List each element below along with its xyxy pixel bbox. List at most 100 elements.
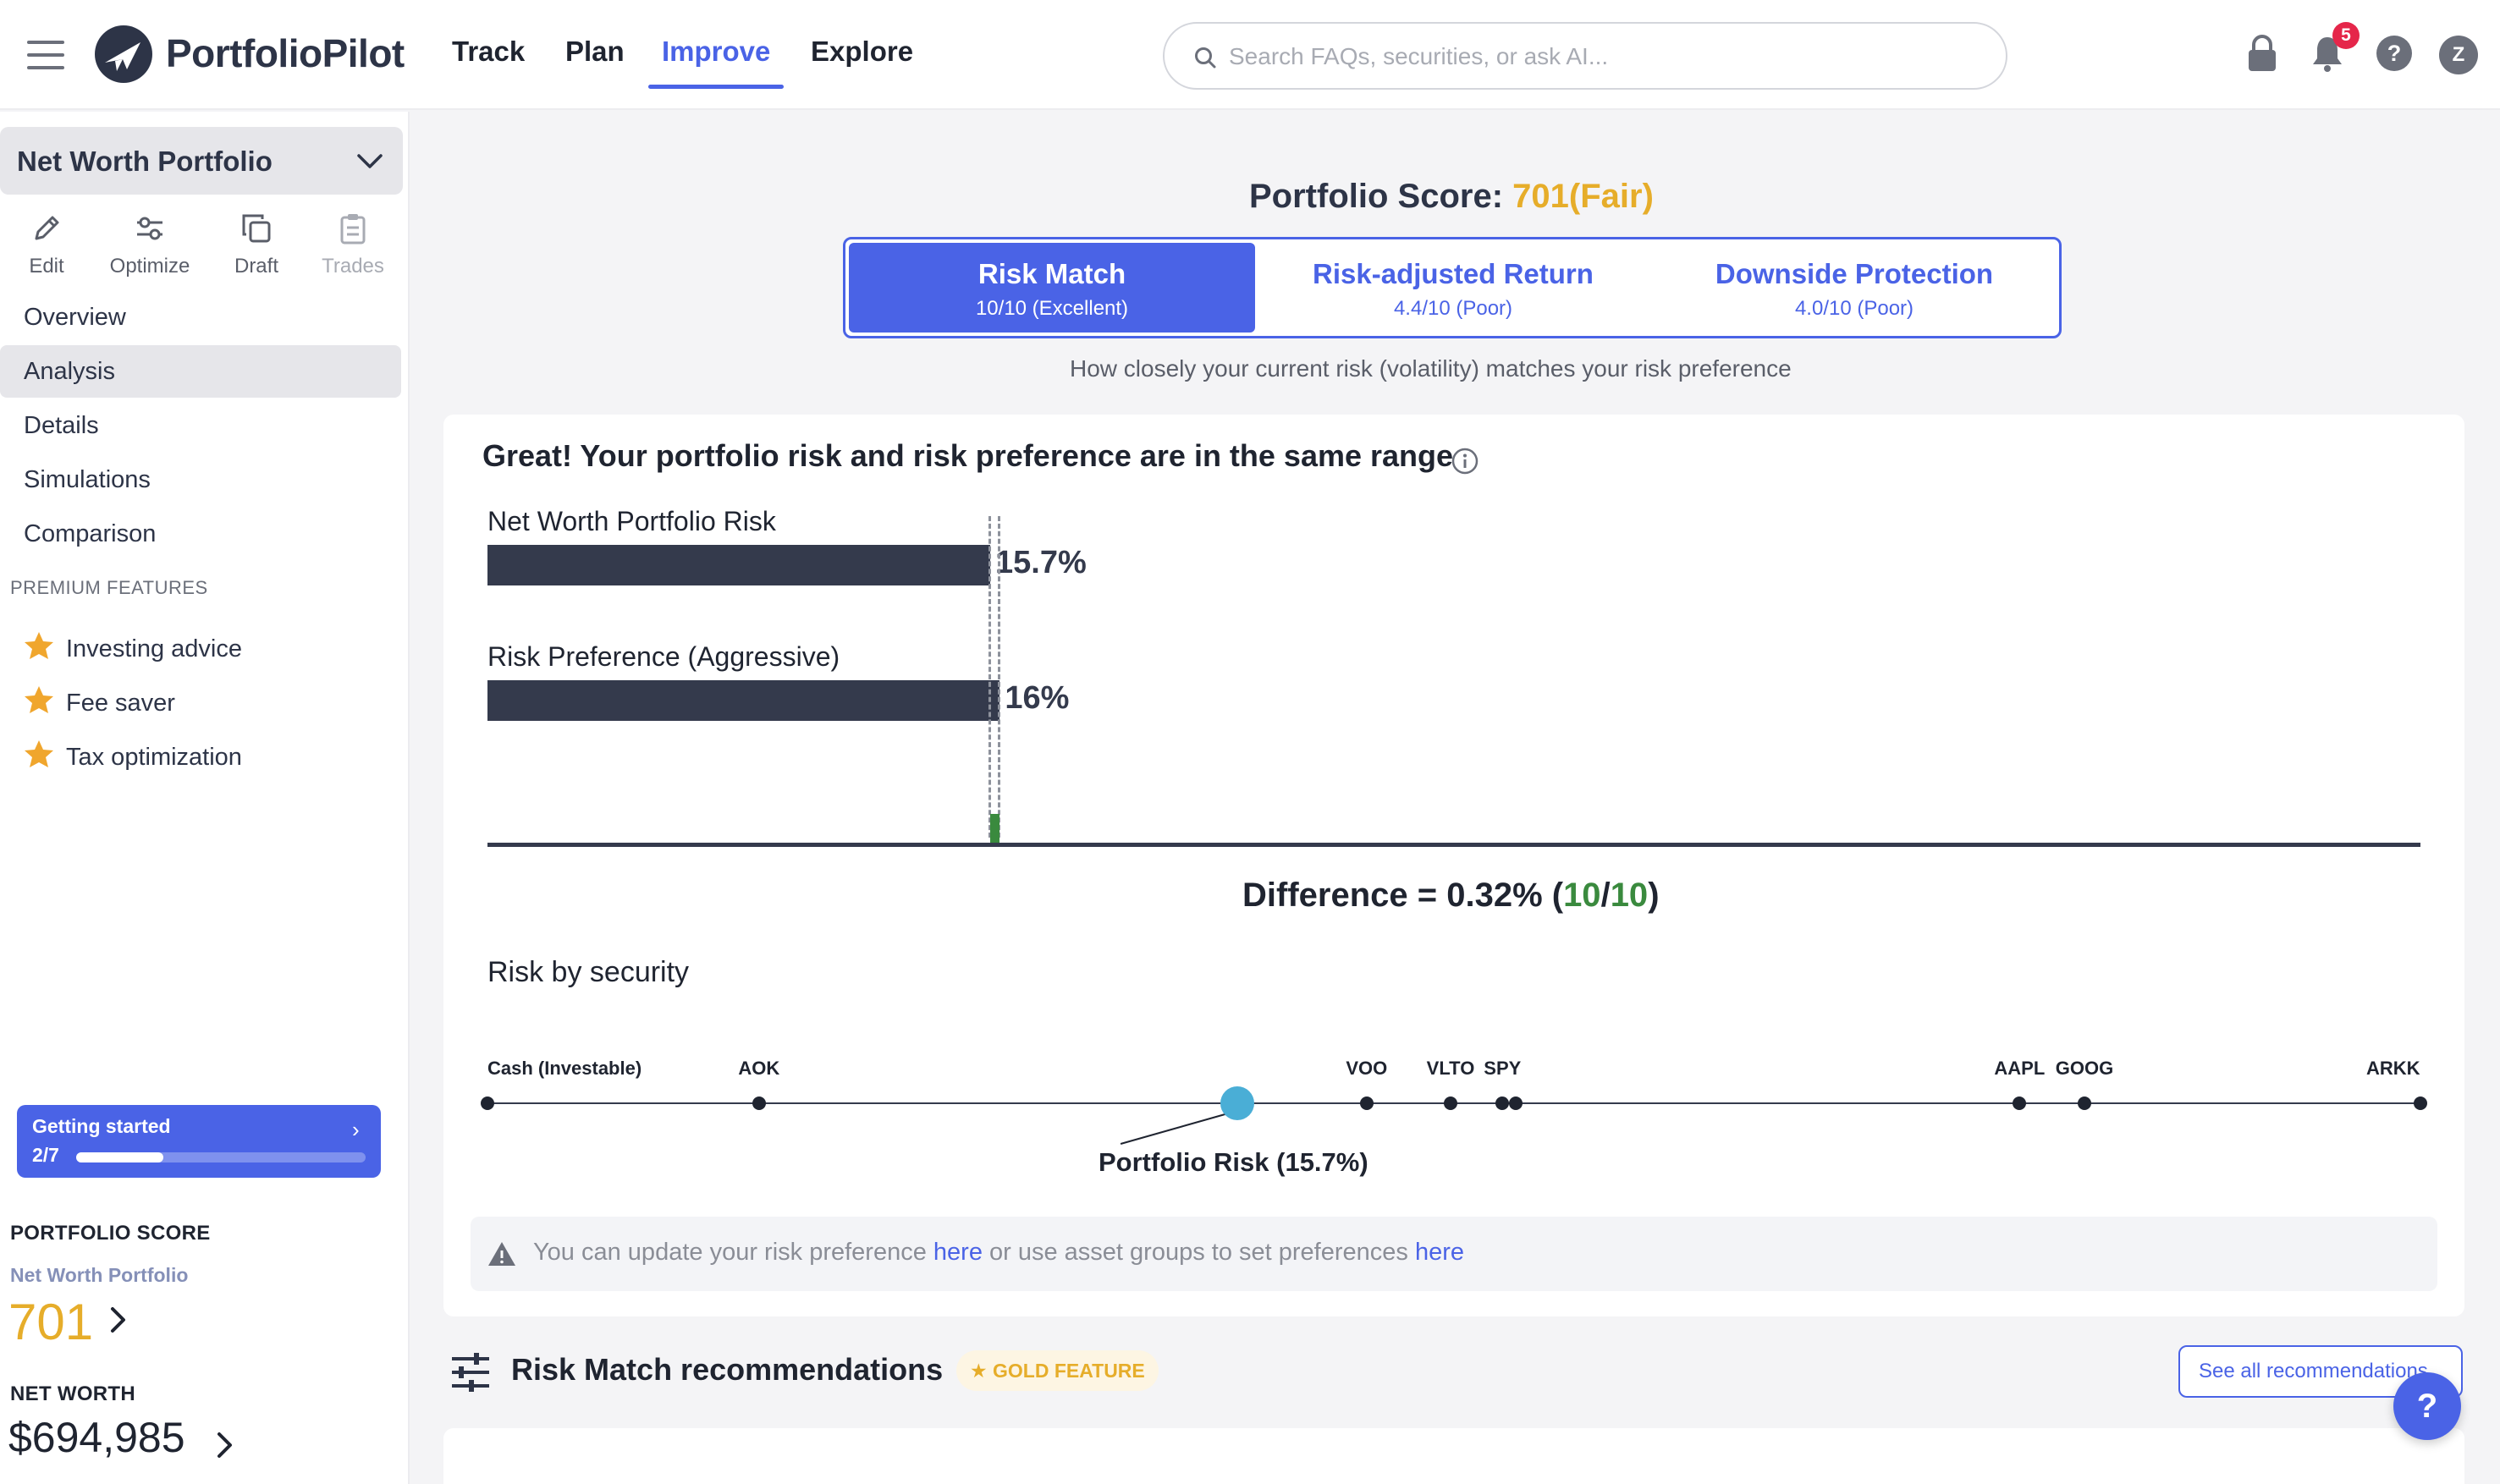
star-icon: ★ <box>970 1360 994 1382</box>
security-label: VOO <box>1346 1058 1388 1079</box>
risk-preference-label: Risk Preference (Aggressive) <box>487 641 840 672</box>
optimize-tool-label: Optimize <box>109 255 190 278</box>
tab-risk-match-title: Risk Match <box>977 258 1126 289</box>
search-icon <box>1195 47 1216 69</box>
sidebar-item-simulations[interactable]: Simulations <box>24 466 151 493</box>
net-worth-value[interactable]: $694,985 <box>8 1414 185 1461</box>
risk-axis-line <box>487 843 2420 847</box>
risk-by-security-title: Risk by security <box>487 956 690 988</box>
chevron-right-icon[interactable] <box>215 1430 235 1460</box>
security-dot[interactable] <box>481 1097 494 1110</box>
difference-separator: / <box>1600 877 1611 914</box>
sidebar-item-investing-advice[interactable]: Investing advice <box>24 631 242 663</box>
star-icon <box>25 686 53 713</box>
portfoliopilot-logo-icon[interactable] <box>95 25 152 83</box>
bell-icon[interactable] <box>2310 34 2344 73</box>
risk-preference-link[interactable]: here <box>933 1239 983 1266</box>
risk-preference-value: 16% <box>1005 680 1070 716</box>
risk-preference-marker-line <box>998 516 1001 838</box>
help-chat-button[interactable]: ? <box>2393 1372 2461 1440</box>
security-dot[interactable] <box>2077 1097 2091 1110</box>
top-navigation: PortfolioPilot Track Plan Improve Explor… <box>0 0 2500 110</box>
security-label: AAPL <box>1994 1058 2046 1079</box>
security-dot[interactable] <box>2013 1097 2027 1110</box>
getting-started-progress-bar <box>76 1152 366 1162</box>
recommendations-title: Risk Match recommendations <box>511 1352 944 1387</box>
tab-risk-adjusted-return-score: 4.4/10 (Poor) <box>1393 297 1513 320</box>
security-dot[interactable] <box>752 1097 766 1110</box>
nav-explore[interactable]: Explore <box>811 36 914 67</box>
portfolio-risk-label-text: Portfolio Risk (15.7%) <box>1099 1147 1368 1177</box>
security-label: Cash (Investable) <box>487 1058 642 1079</box>
info-icon[interactable] <box>1451 447 1479 475</box>
notification-count-badge: 5 <box>2332 22 2360 49</box>
user-avatar[interactable]: Z <box>2439 36 2478 74</box>
portfolio-risk-value: 15.7% <box>995 545 1087 580</box>
draft-tool-label: Draft <box>234 255 278 278</box>
tab-risk-adjusted-return[interactable]: Risk-adjusted Return 4.4/10 (Poor) <box>1250 243 1656 333</box>
app-name[interactable]: PortfolioPilot <box>166 31 405 75</box>
portfolio-risk-dot[interactable] <box>1220 1086 1255 1120</box>
security-label: GOOG <box>2055 1058 2114 1079</box>
sidebar-item-tax-optimization[interactable]: Tax optimization <box>24 739 242 772</box>
tab-risk-adjusted-return-title: Risk-adjusted Return <box>1313 258 1594 289</box>
tab-risk-match[interactable]: Risk Match 10/10 (Excellent) <box>849 243 1255 333</box>
sidebar-item-overview[interactable]: Overview <box>24 304 126 331</box>
security-dot[interactable] <box>1508 1097 1523 1110</box>
risk-preference-bar <box>487 680 1000 721</box>
score-category-tabs: Risk Match 10/10 (Excellent) Risk-adjust… <box>843 237 2062 338</box>
portfolio-score-value[interactable]: 701 <box>8 1294 94 1350</box>
risk-match-card: Great! Your portfolio risk and risk pref… <box>443 415 2464 1316</box>
sidebar: Net Worth Portfolio Edit Optimize Draft … <box>0 112 410 1484</box>
help-circle-icon[interactable]: ? <box>2375 34 2414 73</box>
security-dot[interactable] <box>1444 1097 1458 1110</box>
sidebar-item-details[interactable]: Details <box>24 412 99 439</box>
portfolio-selector[interactable]: Net Worth Portfolio <box>0 127 403 195</box>
chevron-right-icon[interactable] <box>108 1305 129 1335</box>
portfolio-risk-label: Net Worth Portfolio Risk <box>487 506 776 536</box>
nav-track[interactable]: Track <box>452 36 526 67</box>
warning-icon <box>488 1242 515 1266</box>
nav-plan[interactable]: Plan <box>565 36 625 67</box>
chevron-right-icon: › <box>352 1117 360 1142</box>
difference-marker <box>990 814 1000 844</box>
sidebar-item-fee-saver[interactable]: Fee saver <box>24 685 175 717</box>
nav-improve[interactable]: Improve <box>662 36 771 67</box>
fee-saver-label: Fee saver <box>66 690 175 717</box>
portfolio-selector-label: Net Worth Portfolio <box>17 146 273 177</box>
security-label: ARKK <box>2366 1058 2420 1079</box>
security-label: AOK <box>738 1058 780 1079</box>
trades-tool-button[interactable]: Trades <box>306 212 399 278</box>
asset-groups-link[interactable]: here <box>1414 1239 1464 1266</box>
menu-icon[interactable] <box>27 41 64 69</box>
difference-max: 10 <box>1610 877 1649 914</box>
getting-started-card[interactable]: Getting started › 2/7 <box>17 1105 381 1178</box>
getting-started-progress-fill <box>76 1152 163 1162</box>
search-input[interactable] <box>1229 36 1974 78</box>
chevron-down-icon <box>357 154 383 168</box>
security-dot[interactable] <box>1359 1097 1374 1110</box>
score-rating: (Fair) <box>1568 178 1654 215</box>
security-dot[interactable] <box>1495 1097 1510 1110</box>
portfolio-risk-marker-line <box>988 516 991 838</box>
score-value: 701 <box>1512 178 1569 215</box>
edit-tool-label: Edit <box>29 255 64 278</box>
net-worth-title: NET WORTH <box>10 1382 136 1405</box>
tab-downside-protection-score: 4.0/10 (Poor) <box>1794 297 1914 320</box>
score-label: Portfolio Score: <box>1249 178 1504 215</box>
draft-tool-button[interactable]: Draft <box>210 212 303 278</box>
security-dot[interactable] <box>2414 1097 2427 1110</box>
sidebar-item-comparison[interactable]: Comparison <box>24 520 157 547</box>
sliders-icon <box>137 217 162 240</box>
tab-description: How closely your current risk (volatilit… <box>1070 355 1792 382</box>
optimize-tool-button[interactable]: Optimize <box>103 212 196 278</box>
search-box[interactable] <box>1163 22 2007 90</box>
edit-tool-button[interactable]: Edit <box>0 212 93 278</box>
star-icon <box>25 740 53 767</box>
sidebar-item-analysis[interactable]: Analysis <box>0 345 401 398</box>
lock-icon[interactable] <box>2246 34 2278 73</box>
difference-suffix: ) <box>1648 877 1660 914</box>
trades-tool-label: Trades <box>322 255 384 278</box>
tab-downside-protection[interactable]: Downside Protection 4.0/10 (Poor) <box>1651 243 2057 333</box>
copy-icon <box>242 214 271 243</box>
